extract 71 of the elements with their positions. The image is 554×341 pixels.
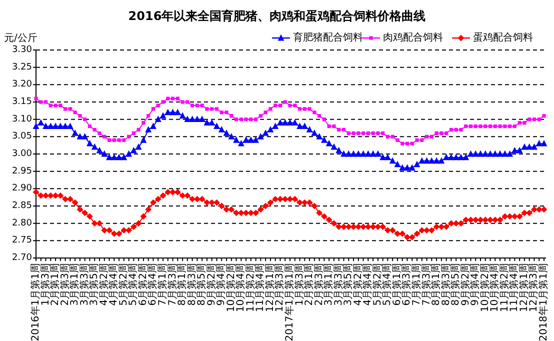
x-tick-label: 8月第3周 xyxy=(440,263,452,306)
y-tick-label: 3.10 xyxy=(12,114,32,124)
x-tick-label: 9月第4周 xyxy=(469,263,482,306)
y-tick-label: 3.20 xyxy=(12,80,32,90)
x-tick-label: 2月第3周 xyxy=(58,263,71,306)
x-tick-label: 1月第3周 xyxy=(39,263,52,306)
x-tick-label: 7月第3周 xyxy=(420,263,432,306)
x-tick-label: 5月第4周 xyxy=(381,263,394,306)
x-tick-label: 11月第2周 xyxy=(498,263,510,312)
x-tick-label: 6月第4周 xyxy=(146,263,159,306)
chart-title: 2016年以来全国育肥猪、肉鸡和蛋鸡配合饲料价格曲线 xyxy=(128,9,426,23)
x-tick-label: 12月第3周 xyxy=(528,263,540,312)
x-tick-label: 8月第1周 xyxy=(430,263,442,306)
x-tick-label: 11月第4周 xyxy=(254,263,266,312)
legend-label: 肉鸡配合饲料 xyxy=(383,32,443,44)
x-tick-label: 7月第1周 xyxy=(156,263,168,306)
x-tick-label: 8月第5周 xyxy=(196,263,208,306)
x-tick-label: 12月第1周 xyxy=(518,263,530,312)
x-tick-label: 2月第1周 xyxy=(49,263,62,306)
x-tick-label: 12月第3周 xyxy=(274,263,286,312)
y-axis-title: 元/公斤 xyxy=(4,32,38,44)
x-tick-label: 9月第2周 xyxy=(459,263,472,306)
y-tick-label: 3.25 xyxy=(12,62,32,72)
y-tick-label: 2.90 xyxy=(12,184,32,194)
x-tick-label: 4月第4周 xyxy=(108,263,120,306)
x-tick-label: 12月第1周 xyxy=(264,263,276,312)
y-tick-label: 3.00 xyxy=(12,149,32,159)
x-tick-label: 9月第4周 xyxy=(215,263,228,306)
x-tick-label: 4月第2周 xyxy=(352,263,364,306)
x-tick-label: 6月第3周 xyxy=(400,263,413,306)
x-tick-label: 3月第3周 xyxy=(78,263,90,306)
y-tick-label: 3.15 xyxy=(12,97,32,107)
x-tick-label: 3月第5周 xyxy=(88,263,100,306)
x-tick-label: 11月第2周 xyxy=(244,263,256,312)
x-tick-label: 10月第4周 xyxy=(234,263,247,312)
x-tick-label: 8月第1周 xyxy=(176,263,188,306)
x-tick-label: 2016年1月第1周 xyxy=(30,263,42,341)
x-tick-label: 9月第2周 xyxy=(205,263,218,306)
x-tick-label: 10月第4周 xyxy=(488,263,501,312)
x-tick-label: 2017年1月第1周 xyxy=(284,263,296,341)
x-tick-label: 3月第1周 xyxy=(322,263,335,306)
x-tick-label: 5月第4周 xyxy=(127,263,140,306)
y-tick-label: 3.05 xyxy=(12,132,32,142)
x-tick-label: 10月第2周 xyxy=(478,263,491,312)
x-tick-label: 11月第4周 xyxy=(508,263,520,312)
x-tick-label: 4月第4周 xyxy=(362,263,374,306)
x-tick-label: 6月第1周 xyxy=(390,263,403,306)
x-tick-label: 2月第1周 xyxy=(303,263,316,306)
x-tick-label: 7月第1周 xyxy=(410,263,422,306)
y-tick-label: 2.70 xyxy=(12,253,32,263)
x-tick-label: 1月第3周 xyxy=(293,263,306,306)
x-tick-label: 3月第3周 xyxy=(332,263,344,306)
y-tick-label: 2.85 xyxy=(12,201,32,211)
x-tick-label: 4月第2周 xyxy=(98,263,110,306)
x-tick-label: 5月第2周 xyxy=(117,263,130,306)
y-tick-label: 2.95 xyxy=(12,166,32,176)
x-tick-label: 6月第2周 xyxy=(136,263,149,306)
y-tick-label: 2.80 xyxy=(12,218,32,228)
y-tick-label: 2.75 xyxy=(12,236,32,246)
x-tick-label: 2018年1月第1周 xyxy=(538,263,550,341)
x-tick-label: 3月第1周 xyxy=(68,263,81,306)
x-tick-label: 8月第5周 xyxy=(450,263,462,306)
x-tick-label: 2月第3周 xyxy=(312,263,325,306)
x-tick-label: 3月第5周 xyxy=(342,263,354,306)
x-tick-label: 10月第2周 xyxy=(224,263,237,312)
legend-label: 育肥猪配合饲料 xyxy=(293,32,363,44)
legend-label: 蛋鸡配合饲料 xyxy=(473,32,533,44)
x-tick-label: 7月第3周 xyxy=(166,263,178,306)
x-tick-label: 5月第2周 xyxy=(371,263,384,306)
x-tick-label: 8月第3周 xyxy=(186,263,198,306)
y-tick-label: 3.30 xyxy=(12,45,32,55)
